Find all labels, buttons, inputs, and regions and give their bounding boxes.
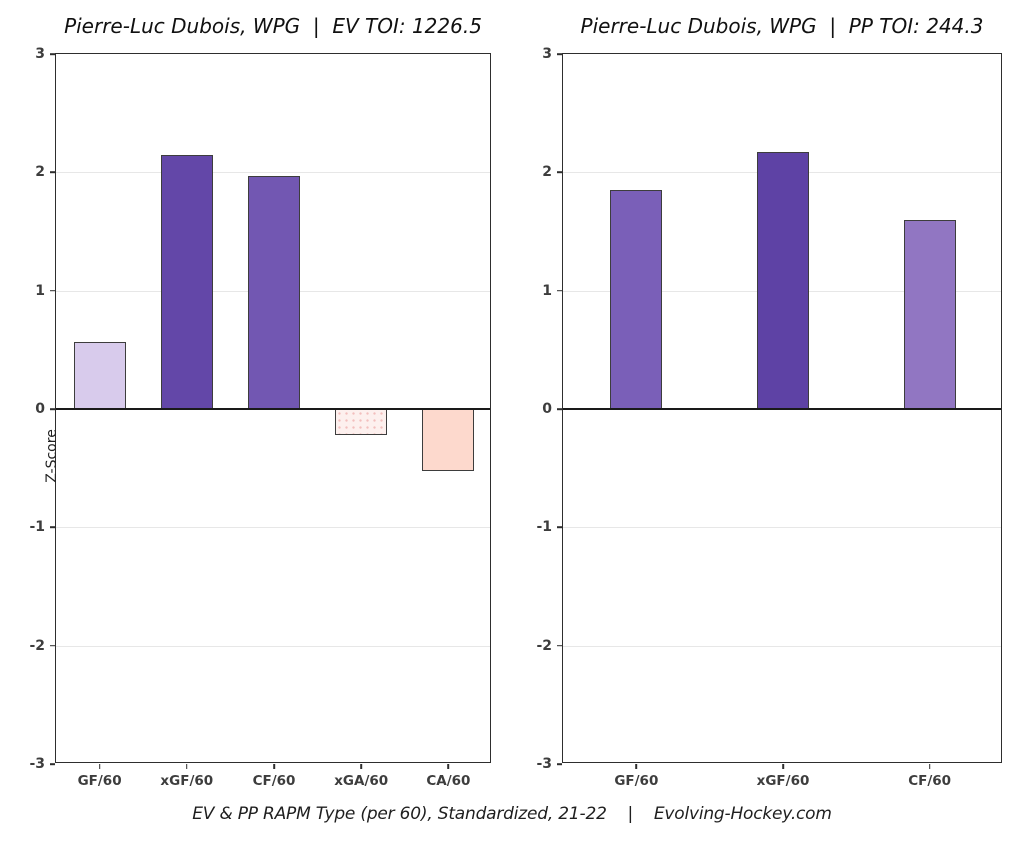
x-tick-xgf-60 xyxy=(186,764,188,769)
y-tick-3 xyxy=(557,53,562,55)
y-tick-label-2: 2 xyxy=(35,164,45,181)
y-tick-1 xyxy=(50,289,55,292)
zero-line xyxy=(56,408,490,411)
gridline-y--1 xyxy=(563,527,1001,529)
y-tick--1 xyxy=(50,526,55,529)
bar-xgf-60 xyxy=(757,152,809,409)
x-tick-gf-60 xyxy=(98,764,101,769)
x-tick-xgf-60 xyxy=(782,764,784,769)
y-tick-label--2: -2 xyxy=(29,637,45,654)
bar-xgf-60 xyxy=(160,154,213,409)
y-tick-label--1: -1 xyxy=(29,519,45,536)
y-tick--3 xyxy=(50,763,55,765)
y-tick-0 xyxy=(50,408,55,410)
x-category-label-xgf-60: xGF/60 xyxy=(756,773,810,789)
gridline-y--2 xyxy=(56,645,490,647)
bar-ca-60 xyxy=(422,409,475,471)
bar-gf-60 xyxy=(73,341,126,409)
gridline-y--2 xyxy=(563,645,1001,647)
x-category-label-gf-60: GF/60 xyxy=(614,773,659,789)
y-tick-label-3: 3 xyxy=(35,46,45,62)
y-tick-3 xyxy=(50,53,55,55)
y-tick-label--3: -3 xyxy=(536,756,552,772)
x-category-label-cf-60: CF/60 xyxy=(252,773,296,789)
x-tick-cf-60 xyxy=(273,764,275,769)
y-tick-label-1: 1 xyxy=(35,282,45,299)
y-tick--2 xyxy=(50,644,55,647)
y-axis-title: Z-Score xyxy=(43,429,60,483)
y-tick-label--2: -2 xyxy=(536,637,552,654)
x-category-label-ca-60: CA/60 xyxy=(426,773,471,789)
x-tick-xga-60 xyxy=(360,764,362,769)
zero-line xyxy=(563,408,1001,411)
bar-cf-60 xyxy=(903,219,956,409)
y-tick--1 xyxy=(557,526,562,529)
x-category-label-gf-60: GF/60 xyxy=(77,773,122,789)
bar-gf-60 xyxy=(610,190,663,409)
y-tick-label-0: 0 xyxy=(35,401,45,417)
figure-caption: EV & PP RAPM Type (per 60), Standardized… xyxy=(192,804,832,824)
x-category-label-xgf-60: xGF/60 xyxy=(160,773,214,789)
gridline-y-2 xyxy=(56,172,490,174)
y-tick-2 xyxy=(557,171,562,174)
y-tick-label--3: -3 xyxy=(29,756,45,772)
y-tick--2 xyxy=(557,644,562,647)
y-tick-label--1: -1 xyxy=(536,519,552,536)
y-tick--3 xyxy=(557,763,562,765)
y-tick-1 xyxy=(557,289,562,292)
left-chart-title: Pierre-Luc Dubois, WPG | EV TOI: 1226.5 xyxy=(64,14,482,38)
bar-xga-60 xyxy=(335,409,388,436)
right-chart-plot-area: GF/60 xGF/60 CF/60 3 2 1 0 -1 -2 -3 xyxy=(536,46,1002,789)
right-chart-title: Pierre-Luc Dubois, WPG | PP TOI: 244.3 xyxy=(580,14,984,38)
bar-cf-60 xyxy=(248,175,300,409)
y-tick-label-1: 1 xyxy=(542,282,552,299)
y-tick-2 xyxy=(50,171,55,174)
left-chart-plot-area: Z-Score GF/60 xGF/60 CF/60 xGA/60 CA/60 3 2 1 0 -… xyxy=(29,46,491,789)
y-tick-0 xyxy=(557,408,562,410)
y-tick-label-0: 0 xyxy=(542,401,552,417)
x-tick-gf-60 xyxy=(635,764,638,769)
x-tick-cf-60 xyxy=(928,764,931,769)
y-tick-label-2: 2 xyxy=(542,164,552,181)
y-tick-label-3: 3 xyxy=(542,46,552,62)
x-category-label-cf-60: CF/60 xyxy=(908,773,952,789)
x-category-label-xga-60: xGA/60 xyxy=(334,773,389,789)
gridline-y--1 xyxy=(56,527,490,529)
x-tick-ca-60 xyxy=(447,764,450,769)
